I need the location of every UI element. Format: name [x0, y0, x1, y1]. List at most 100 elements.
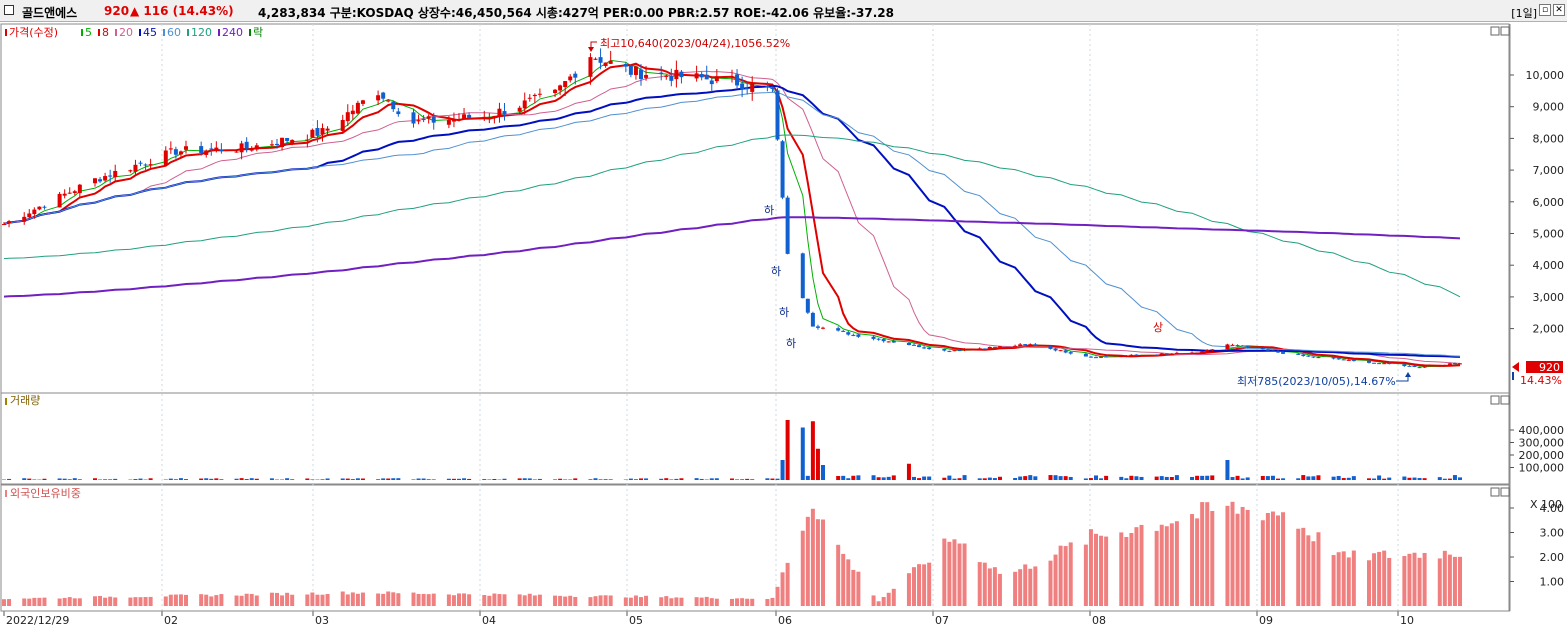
candle-body [1331, 357, 1336, 359]
volume-bar [1169, 476, 1174, 480]
legend-swatch-3 [115, 29, 117, 36]
candle-body [280, 137, 285, 148]
foreign-bar [108, 596, 113, 606]
high-annotation-text: 최고10,640(2023/04/24),1056.52% [600, 37, 790, 50]
foreign-bar [1245, 509, 1250, 606]
foreign-bar [143, 597, 148, 606]
foreign-bar [1382, 550, 1387, 606]
foreign-bar [735, 598, 740, 606]
close-icon[interactable]: ✕ [1553, 4, 1565, 16]
x-tick-1: 02 [164, 614, 178, 627]
foreign-bar [876, 601, 881, 606]
candle-body [340, 119, 345, 131]
price-panel-frame [0, 23, 1510, 394]
foreign-bar [1296, 528, 1301, 606]
foreign-bar [962, 543, 967, 606]
current-price-tag: 920 14.43% [1512, 361, 1563, 387]
candle-body [1018, 344, 1023, 347]
foreign-bar [1083, 544, 1088, 606]
candle-body [881, 339, 886, 342]
foreign-bar [1372, 553, 1377, 606]
volume-bar [1174, 475, 1179, 480]
period-selector[interactable]: [1일] [1511, 7, 1537, 20]
volume-bar [730, 478, 734, 480]
candle-body [679, 71, 684, 78]
foreign-bar [173, 594, 178, 606]
foreign-bar [72, 598, 77, 606]
volume-bar [856, 475, 861, 480]
legend-label-6: 120 [191, 26, 212, 39]
volume-bar [1270, 475, 1275, 480]
foreign-bar [846, 559, 851, 606]
candle-body [997, 346, 1002, 348]
x-tick-8: 09 [1259, 614, 1273, 627]
candle-body [745, 88, 750, 90]
candle-body [775, 90, 780, 140]
volume-unit: X 100 [1530, 498, 1562, 511]
volume-bar [249, 478, 254, 480]
candle-body [42, 206, 47, 208]
price-change: ▲ 116 (14.43%) [130, 4, 234, 18]
x-tick-3: 04 [482, 614, 496, 627]
volume-bar [876, 477, 881, 480]
foreign-bar [1159, 524, 1164, 606]
candle-body [391, 101, 396, 110]
foreign-bar [775, 586, 780, 606]
restore-icon[interactable]: ▫ [1539, 4, 1551, 16]
candle-body [805, 298, 810, 313]
foreign-bar [704, 596, 709, 606]
foreign-bar [588, 597, 593, 606]
candle-body [72, 191, 77, 194]
volume-bar [881, 477, 886, 480]
candle-body [138, 162, 143, 164]
candle-body [1316, 357, 1321, 359]
foreign-bar [320, 594, 325, 606]
price-panel-buttons[interactable] [1490, 26, 1510, 497]
volume-bar [1200, 475, 1205, 480]
candle-body [350, 110, 355, 115]
window-checkbox[interactable] [4, 5, 14, 15]
volume-legend-label: 거래량 [10, 394, 40, 407]
volume-bars [2, 420, 1462, 480]
foreign-bar [1306, 535, 1311, 606]
volume-bar [22, 478, 27, 480]
foreign-bar [426, 594, 431, 606]
candle-body [927, 347, 932, 350]
candle-body [411, 112, 416, 124]
candle-body [1301, 354, 1306, 356]
volume-bar [168, 478, 173, 480]
candle-body [1245, 346, 1250, 348]
foreign-bar [881, 596, 886, 606]
foreign-bar [527, 593, 532, 606]
volume-bar [1417, 478, 1422, 480]
foreign-bar [1048, 560, 1053, 606]
foreign-bar [886, 592, 891, 606]
volume-bar [355, 478, 360, 480]
foreign-bar [1367, 560, 1371, 606]
legend-label-7: 240 [222, 26, 243, 39]
candle-body [780, 141, 785, 198]
volume-tick-1: 300,000 [1519, 437, 1565, 450]
foreign-bar [214, 595, 219, 606]
foreign-bar [1301, 527, 1306, 606]
legend-swatch-2 [98, 29, 100, 36]
foreign-bar [856, 571, 861, 606]
foreign-bar [851, 569, 856, 606]
volume-bar [593, 478, 598, 480]
volume-bar [1099, 478, 1104, 480]
foreign-bar [113, 597, 118, 606]
volume-bar [451, 478, 456, 480]
candle-body [482, 116, 487, 119]
candle-body [108, 175, 113, 177]
candle-body [1063, 350, 1068, 353]
volume-bar [310, 479, 315, 480]
volume-bar [1104, 475, 1109, 480]
foreign-bar [62, 597, 67, 606]
volume-bar [886, 476, 891, 480]
foreign-bar [1088, 529, 1093, 606]
volume-bar [1063, 476, 1068, 480]
candle-body [517, 107, 522, 112]
volume-bar [77, 479, 82, 480]
legend-label-3: 20 [119, 26, 133, 39]
volume-bar [912, 476, 916, 480]
